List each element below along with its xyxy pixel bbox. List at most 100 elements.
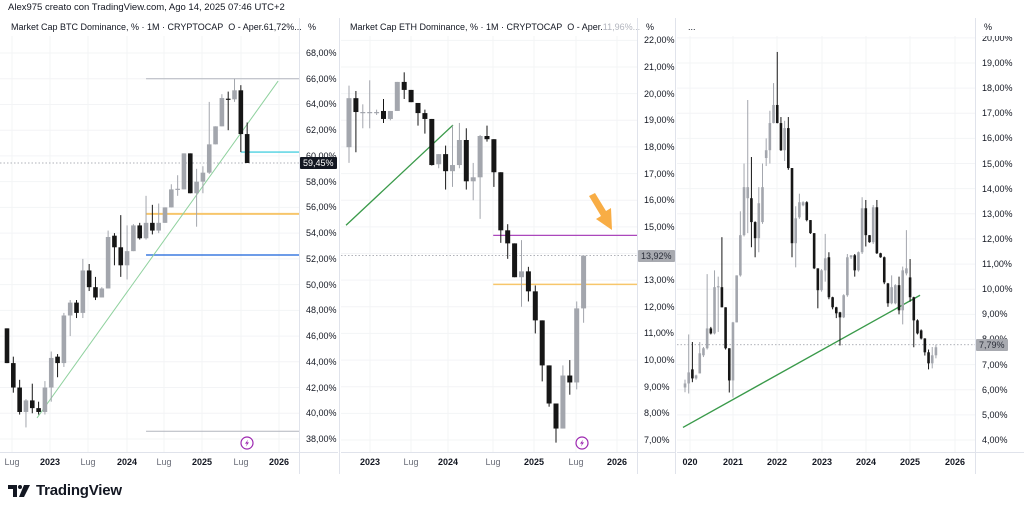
candle [80, 258, 86, 319]
candle [150, 204, 155, 235]
y-tick-label: 54,00% [306, 228, 337, 239]
y-tick-label: 58,00% [306, 176, 337, 187]
panel-1-ohlc-value: 61,72%... [263, 22, 302, 32]
candle [42, 381, 48, 415]
panel-2-unit-label: % [646, 22, 655, 32]
candle [23, 399, 29, 428]
lightning-icon[interactable] [240, 436, 254, 450]
y-tick-label: 16,00% [982, 133, 1013, 144]
y-tick-label: 42,00% [306, 382, 337, 393]
y-tick-label: 9,00% [982, 309, 1008, 320]
lightning-icon[interactable] [575, 436, 589, 450]
panel-3-legend[interactable]: ... [688, 22, 696, 32]
candle [916, 319, 919, 335]
candle [131, 224, 136, 252]
x-tick-label: 2024 [116, 457, 138, 467]
candle [750, 156, 753, 248]
y-tick-label: 38,00% [306, 434, 337, 444]
candle [169, 184, 174, 208]
y-tick-label: 50,00% [306, 279, 337, 290]
candle [17, 379, 22, 415]
candle [823, 233, 827, 282]
candle [905, 230, 908, 276]
attribution-text: Alex975 creato con TradingView.com, Ago … [8, 2, 285, 13]
panel-2-title: Market Cap ETH Dominance, % · 1M · CRYPT… [350, 22, 563, 32]
last-price-label: 13,92% [638, 249, 675, 262]
y-tick-label: 62,00% [306, 125, 337, 136]
y-tick-label: 46,00% [306, 331, 337, 342]
candle [36, 401, 41, 415]
panel-2-time-axis[interactable]: 2023 Lug 2024 Lug 2025 Lug 2026 [341, 452, 637, 474]
candle [731, 321, 735, 398]
y-tick-label: 52,00% [306, 253, 337, 264]
candle [61, 312, 67, 367]
candle [860, 197, 864, 255]
candle [567, 360, 573, 395]
y-tick-label: 21,00% [644, 62, 675, 72]
candle [143, 195, 149, 240]
candle [525, 266, 531, 302]
candle [477, 134, 483, 219]
candle [55, 354, 60, 378]
arrow-annotation-icon[interactable] [589, 193, 612, 230]
x-tick-label: Lug [156, 457, 172, 467]
panel-3-price-axis[interactable]: 20,00% 19,00% 18,00% 17,00% 16,00% 15,00% 14,0… [976, 36, 1024, 452]
panel-1-ohlc-label: O - Aper. [228, 22, 264, 32]
candle [519, 240, 524, 307]
y-tick-label: 11,00% [644, 328, 674, 339]
panel-1-legend[interactable]: Market Cap BTC Dominance, % · 1M · CRYPT… [11, 22, 302, 32]
candle [761, 163, 764, 224]
panel-2-ohlc-value: 11,96%... [602, 22, 641, 32]
panel-2-price-axis[interactable]: 22,00% 21,00% 20,00% 19,00% 18,00% 17,00% 16,0… [638, 36, 676, 452]
candle [746, 99, 750, 234]
trend-line[interactable] [345, 124, 454, 226]
candle [74, 300, 79, 319]
candle [381, 98, 386, 123]
candle [137, 222, 143, 240]
y-tick-label: 13,00% [644, 275, 675, 286]
y-tick-label: 8,00% [644, 408, 670, 419]
candle [927, 349, 930, 370]
candle [702, 347, 705, 358]
y-tick-label: 22,00% [644, 36, 675, 46]
y-tick-label: 14,00% [982, 183, 1013, 194]
candle [156, 203, 161, 234]
candle [882, 256, 886, 285]
candle [436, 154, 442, 169]
candle [757, 187, 761, 253]
event-icons[interactable] [240, 436, 589, 450]
tradingview-logo-icon [8, 484, 30, 497]
panel-3-title: ... [688, 22, 696, 32]
panel-2-legend[interactable]: Market Cap ETH Dominance, % · 1M · CRYPT… [350, 22, 640, 32]
candle [871, 205, 875, 244]
candle [93, 276, 98, 301]
y-tick-label: 48,00% [306, 305, 337, 316]
candle [683, 379, 687, 393]
candle [175, 175, 180, 196]
candle [443, 145, 449, 190]
panel-1-title: Market Cap BTC Dominance, % · 1M · CRYPT… [11, 22, 224, 32]
candle [162, 207, 168, 223]
panel-1-price-axis[interactable]: 68,00% 66,00% 64,00% 62,00% 60,00% 58,00% 56,0… [300, 36, 338, 452]
panel-3-time-axis[interactable]: 020 2021 2022 2023 2024 2025 2026 [677, 452, 975, 474]
candle [353, 90, 359, 153]
candle [912, 296, 916, 348]
candle [868, 235, 871, 243]
candle [753, 221, 757, 258]
candle [787, 117, 790, 170]
candle [908, 259, 912, 302]
candle [124, 225, 130, 280]
candle [838, 311, 842, 346]
tradingview-logo[interactable]: TradingView [8, 482, 122, 499]
y-tick-label: 12,00% [644, 301, 675, 312]
uptrend-line[interactable] [36, 80, 279, 419]
support-trend-line[interactable] [682, 294, 921, 429]
x-tick-label: 2023 [39, 457, 61, 467]
candle [374, 109, 380, 115]
panel-1-time-axis[interactable]: Lug 2023 Lug 2024 Lug 2025 Lug 2026 [0, 452, 299, 474]
candle [768, 110, 772, 164]
candle [857, 251, 860, 272]
candle [923, 338, 927, 356]
candle [919, 329, 923, 340]
